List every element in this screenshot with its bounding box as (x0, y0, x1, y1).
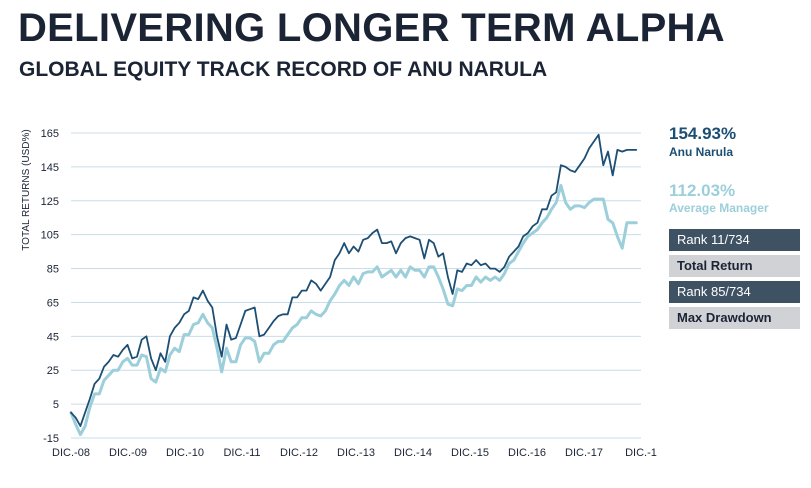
x-tick-label: DIC.-1 (625, 447, 657, 459)
series-lines (69, 133, 638, 437)
x-tick-label: DIC.-10 (166, 447, 204, 459)
legend-avg-return: 112.03% (669, 181, 736, 200)
rank-drawdown-badge: Rank 85/734 (669, 281, 800, 303)
y-tick-label: 25 (47, 365, 59, 377)
y-tick-label: 125 (41, 196, 59, 208)
max-drawdown-badge: Max Drawdown (669, 307, 800, 329)
average-manager-series-line (69, 184, 638, 437)
y-tick-label: 65 (47, 297, 59, 309)
y-tick-label: 165 (41, 128, 59, 140)
anu-narula-series-line (70, 133, 638, 428)
y-tick-label: 85 (47, 264, 59, 276)
x-tick-label: DIC.-17 (565, 447, 603, 459)
x-axis-ticks: DIC.-08 DIC.-09 DIC.-10 DIC.-11 DIC.-12 DIC.-… (52, 447, 657, 459)
page-subtitle: GLOBAL EQUITY TRACK RECORD OF ANU NARULA (19, 58, 548, 81)
y-tick-label: 5 (53, 399, 59, 411)
total-return-badge: Total Return (669, 255, 800, 277)
x-tick-label: DIC.-14 (394, 447, 432, 459)
legend-avg-name: Average Manager (669, 201, 769, 215)
x-tick-label: DIC.-13 (337, 447, 375, 459)
y-tick-label: -15 (43, 433, 59, 445)
y-axis-label: TOTAL RETURNS (USD%) (21, 129, 32, 251)
rank-total-return-badge: Rank 11/734 (669, 229, 800, 251)
x-tick-label: DIC.-16 (508, 447, 546, 459)
x-tick-label: DIC.-15 (451, 447, 489, 459)
y-tick-label: 45 (47, 331, 59, 343)
page-title: DELIVERING LONGER TERM ALPHA (18, 6, 725, 50)
y-tick-label: 145 (41, 162, 59, 174)
x-tick-label: DIC.-09 (109, 447, 147, 459)
y-tick-label: 105 (41, 230, 59, 242)
legend-anu-name: Anu Narula (669, 145, 734, 159)
grid-lines (71, 132, 641, 439)
x-tick-label: DIC.-08 (52, 447, 90, 459)
legend-anu-return: 154.93% (669, 124, 737, 143)
y-axis-ticks: 165 145 125 105 85 65 45 25 5 -15 (41, 128, 59, 445)
x-tick-label: DIC.-12 (280, 447, 318, 459)
x-tick-label: DIC.-11 (223, 447, 260, 459)
